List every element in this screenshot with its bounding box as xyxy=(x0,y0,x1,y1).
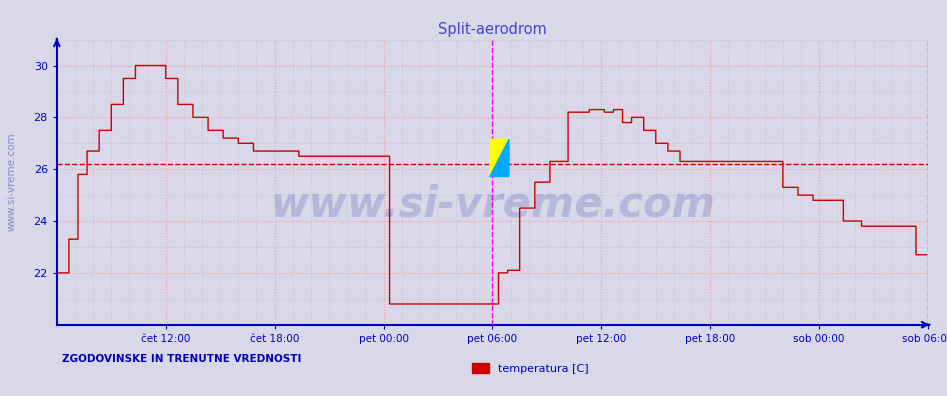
Polygon shape xyxy=(490,139,509,177)
Title: Split-aerodrom: Split-aerodrom xyxy=(438,22,546,37)
Legend: temperatura [C]: temperatura [C] xyxy=(468,359,593,379)
Polygon shape xyxy=(490,139,509,177)
Text: www.si-vreme.com: www.si-vreme.com xyxy=(7,133,16,232)
Text: www.si-vreme.com: www.si-vreme.com xyxy=(270,184,715,226)
Text: ZGODOVINSKE IN TRENUTNE VREDNOSTI: ZGODOVINSKE IN TRENUTNE VREDNOSTI xyxy=(62,354,301,364)
